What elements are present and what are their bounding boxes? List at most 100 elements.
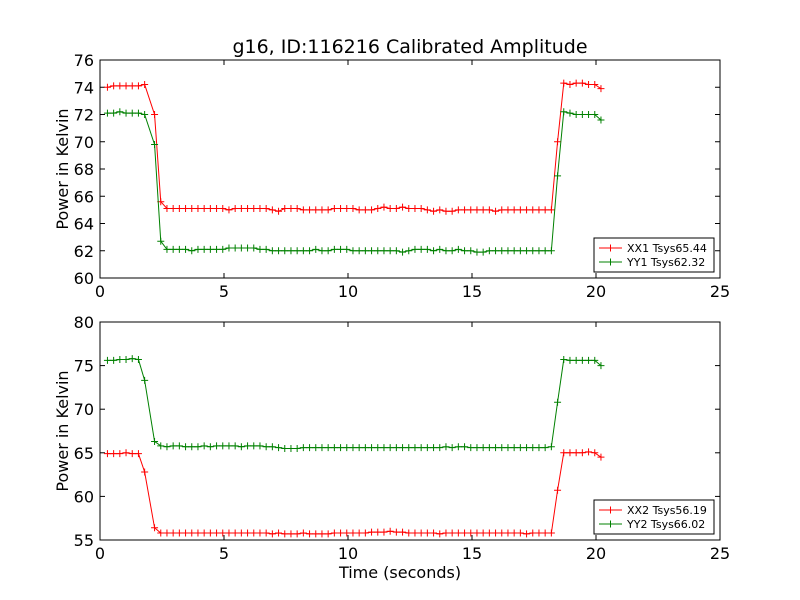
data-point <box>318 247 326 255</box>
data-point <box>411 205 419 213</box>
data-point <box>213 205 221 213</box>
data-point <box>318 206 326 214</box>
data-point <box>578 449 586 457</box>
data-point <box>343 444 351 452</box>
data-point <box>324 530 332 538</box>
data-point <box>392 247 400 255</box>
x-tick-label: 5 <box>219 282 229 301</box>
data-point <box>492 207 500 215</box>
chart-title: g16, ID:116216 Calibrated Amplitude <box>232 36 587 58</box>
data-point <box>386 205 394 213</box>
data-point <box>498 247 506 255</box>
data-point <box>188 247 196 255</box>
data-point <box>110 82 118 90</box>
y-tick-label: 68 <box>74 160 94 179</box>
data-point <box>287 530 295 538</box>
data-point <box>175 205 183 213</box>
data-point <box>454 245 462 253</box>
data-point <box>343 205 351 213</box>
data-point <box>287 205 295 213</box>
data-point <box>510 444 518 452</box>
data-point <box>374 205 382 213</box>
data-point <box>535 529 543 537</box>
data-point <box>498 206 506 214</box>
data-point <box>399 248 407 256</box>
data-point <box>585 111 593 118</box>
legend-entry: YY1 Tsys62.32 <box>626 256 705 269</box>
data-point <box>151 524 159 532</box>
data-point <box>355 444 363 452</box>
legend-entry: XX2 Tsys56.19 <box>627 504 707 517</box>
data-point <box>206 443 214 451</box>
data-point <box>498 529 506 537</box>
y-axis-label: Power in Kelvin <box>53 108 72 229</box>
data-point <box>473 529 481 537</box>
data-point <box>225 442 233 450</box>
data-point <box>529 247 537 255</box>
data-point <box>103 83 111 91</box>
data-point <box>188 443 196 451</box>
data-point <box>479 444 487 452</box>
data-point <box>312 530 320 538</box>
data-point <box>141 81 149 89</box>
x-tick-label: 15 <box>462 544 482 563</box>
data-point <box>275 247 283 255</box>
data-point <box>206 245 214 253</box>
data-point <box>250 529 258 537</box>
data-point <box>343 529 351 537</box>
data-point <box>560 108 568 116</box>
data-point <box>237 205 245 213</box>
data-point <box>225 529 233 537</box>
data-point <box>541 206 549 214</box>
data-point <box>485 444 493 452</box>
x-axis-label: Time (seconds) <box>338 563 461 582</box>
data-point <box>169 245 177 253</box>
data-point <box>206 529 214 537</box>
data-point <box>262 245 270 253</box>
data-point <box>281 444 289 452</box>
data-point <box>134 450 142 458</box>
y-tick-label: 65 <box>74 444 94 463</box>
data-point <box>454 529 462 537</box>
data-point <box>175 245 183 253</box>
data-point <box>349 205 357 213</box>
data-point <box>268 206 276 214</box>
data-point <box>182 529 190 537</box>
data-point <box>355 206 363 214</box>
data-point <box>405 444 413 452</box>
data-point <box>399 528 407 536</box>
data-point <box>337 205 345 213</box>
data-point <box>399 444 407 452</box>
data-point <box>349 444 357 452</box>
data-point <box>461 443 469 451</box>
data-point <box>572 111 580 118</box>
data-point <box>225 244 233 252</box>
data-point <box>585 81 593 89</box>
data-point <box>547 206 555 214</box>
data-point <box>122 109 130 117</box>
data-point <box>306 206 314 214</box>
data-point <box>262 205 270 213</box>
data-point <box>504 529 512 537</box>
data-point <box>330 444 338 452</box>
data-point <box>436 206 444 214</box>
legend-box <box>593 237 715 273</box>
data-point <box>591 111 599 118</box>
data-point <box>411 444 419 452</box>
data-point <box>116 82 124 90</box>
data-point <box>128 355 136 363</box>
data-point <box>368 528 376 536</box>
data-point <box>330 205 338 213</box>
data-point <box>554 486 562 494</box>
data-point <box>417 245 425 253</box>
data-point <box>448 247 456 255</box>
data-point <box>299 444 307 452</box>
data-point <box>448 207 456 215</box>
data-point <box>405 529 413 537</box>
data-point <box>461 529 469 537</box>
data-point <box>275 444 283 452</box>
data-point <box>128 82 136 90</box>
data-point <box>141 376 149 384</box>
legend-swatch-marker <box>607 520 614 528</box>
data-point <box>442 443 450 451</box>
